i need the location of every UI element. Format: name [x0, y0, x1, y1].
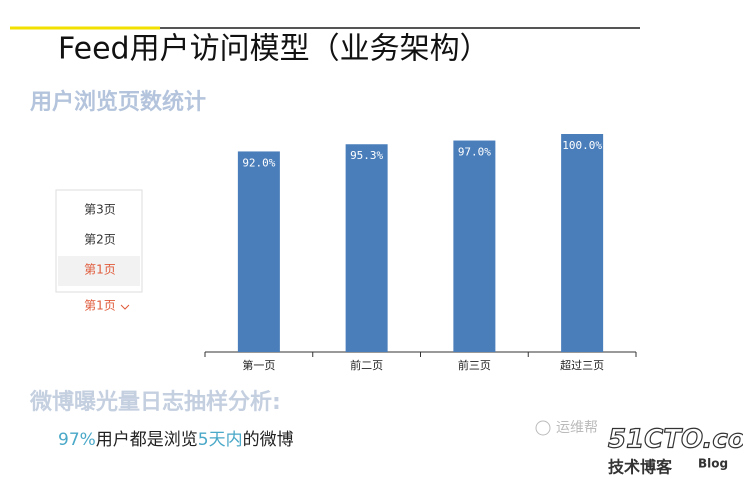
value-label: 95.3% — [350, 149, 383, 162]
x-tick-label: 超过三页 — [560, 358, 604, 372]
watermark-blog-en: Blog — [698, 457, 728, 471]
bar — [453, 140, 496, 352]
watermark-account: 运维帮 — [556, 420, 598, 436]
slide-title: Feed用户访问模型（业务架构） — [58, 32, 490, 67]
watermark: 运维帮 51CTO.com 技术博客 Blog — [535, 420, 743, 477]
analysis-heading: 微博曝光量日志抽样分析: — [29, 389, 281, 415]
wechat-icon — [535, 420, 551, 436]
slide-subtitle: 用户浏览页数统计 — [30, 89, 206, 115]
value-label: 92.0% — [242, 156, 275, 169]
x-tick-label: 前三页 — [458, 358, 491, 372]
dropdown-option: 第2页 — [84, 233, 116, 247]
highlight: 5天内 — [198, 430, 243, 450]
bar — [345, 144, 388, 352]
x-tick-label: 前二页 — [350, 358, 383, 372]
bar — [237, 151, 280, 352]
watermark-site: 51CTO.com — [608, 425, 743, 455]
dropdown-option: 第3页 — [84, 203, 116, 217]
dropdown-option: 第1页 — [84, 263, 116, 277]
dropdown-chevron — [120, 304, 130, 310]
text: 用户都是浏览 — [96, 430, 198, 450]
analysis-line: 97%用户都是浏览5天内的微博 — [58, 430, 294, 450]
watermark-blog: 技术博客 — [608, 458, 673, 477]
dropdown-mock: 第3页 第2页 第1页 第1页 — [55, 189, 143, 313]
value-label: 100.0% — [562, 139, 602, 152]
text: 的微博 — [243, 430, 294, 450]
highlight: 97% — [58, 430, 96, 450]
bar — [561, 134, 604, 352]
bar-chart: 92.0% 第一页 95.3% 前二页 97.0% 前三页 100.0% 超过三页 — [204, 134, 637, 372]
dropdown-selected: 第1页 — [84, 299, 116, 313]
value-label: 97.0% — [458, 146, 491, 159]
x-tick-label: 第一页 — [242, 358, 275, 372]
dropdown-highlight — [58, 256, 140, 286]
